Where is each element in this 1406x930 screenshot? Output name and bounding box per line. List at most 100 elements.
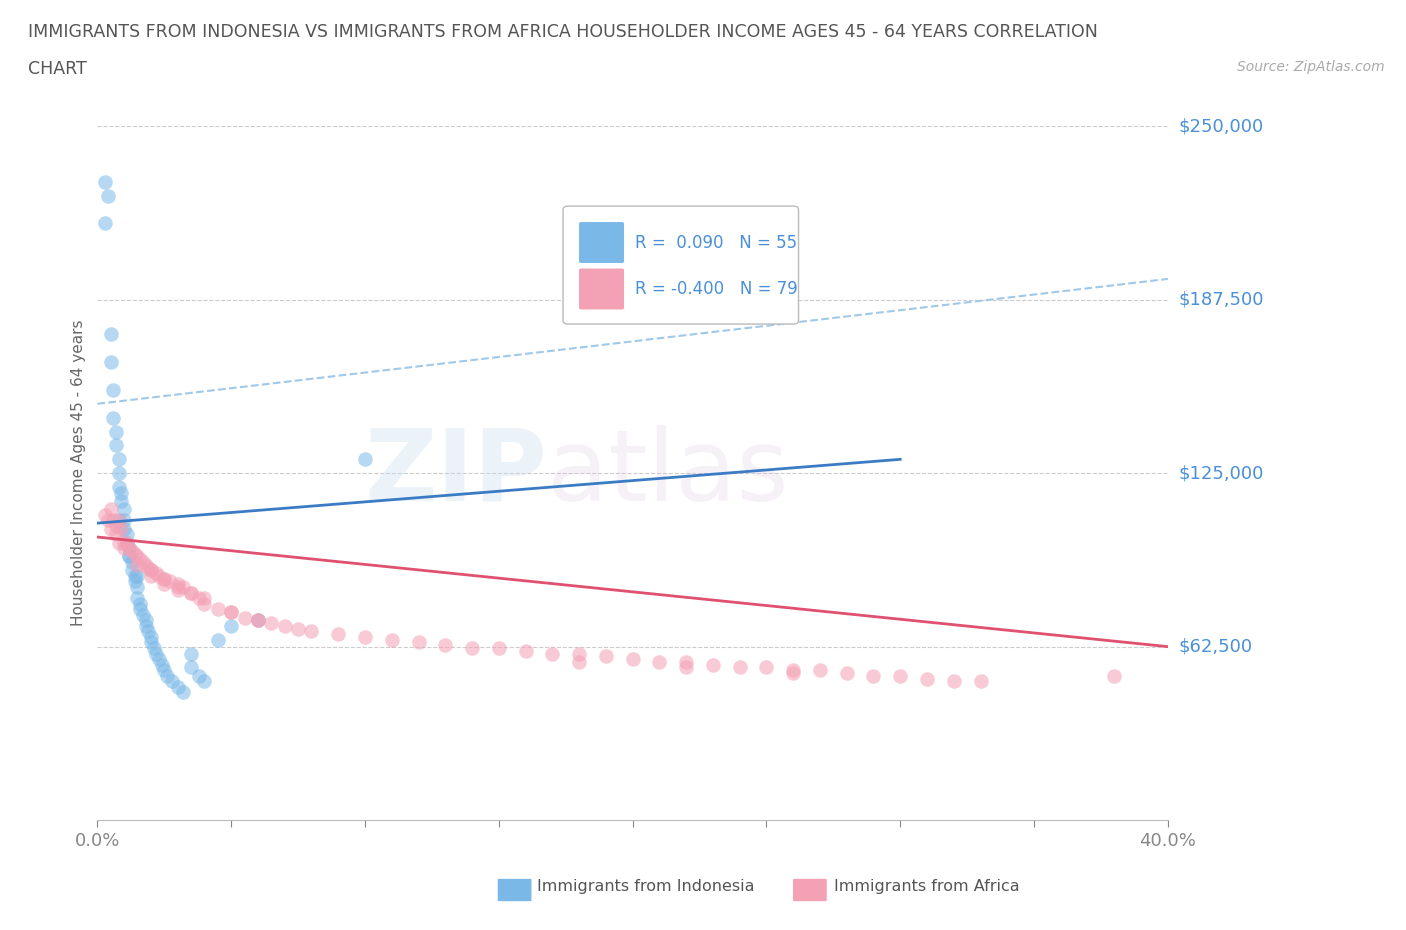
Point <box>969 674 991 689</box>
Point <box>124 546 146 561</box>
Point <box>105 424 128 439</box>
Point <box>110 521 132 536</box>
Point <box>136 624 159 639</box>
Point <box>193 596 215 611</box>
Point <box>129 551 152 566</box>
Point <box>207 632 229 647</box>
Point <box>193 674 215 689</box>
Point <box>621 652 644 667</box>
Point <box>166 680 188 695</box>
Point <box>166 579 188 594</box>
Point <box>488 641 510 656</box>
Point <box>148 568 170 583</box>
Point <box>124 568 146 583</box>
Point <box>166 582 188 597</box>
Point <box>132 554 155 569</box>
Point <box>835 666 858 681</box>
Text: $187,500: $187,500 <box>1180 291 1264 309</box>
Point <box>915 671 938 686</box>
Point <box>135 613 157 628</box>
Point <box>142 641 165 656</box>
Point <box>145 646 167 661</box>
Point <box>354 452 377 467</box>
Point <box>107 513 129 528</box>
Point <box>127 557 149 572</box>
Point <box>246 613 269 628</box>
Text: R =  0.090   N = 55: R = 0.090 N = 55 <box>634 233 797 252</box>
Point <box>94 508 117 523</box>
Point <box>541 646 564 661</box>
Point <box>97 188 120 203</box>
Point <box>153 663 176 678</box>
Point <box>121 554 143 569</box>
Point <box>105 526 128 541</box>
Point <box>139 568 162 583</box>
Point <box>129 602 152 617</box>
Point <box>112 521 135 536</box>
Point <box>219 604 242 619</box>
Point <box>129 596 152 611</box>
Point <box>675 660 697 675</box>
Point <box>118 540 141 555</box>
Point <box>287 621 309 636</box>
Point <box>107 480 129 495</box>
Point <box>153 571 176 586</box>
Point <box>139 635 162 650</box>
Point <box>782 666 804 681</box>
Point <box>127 579 149 594</box>
Point <box>188 591 211 605</box>
Point <box>136 560 159 575</box>
Point <box>568 646 591 661</box>
Point <box>107 535 129 550</box>
Point <box>100 502 122 517</box>
Point <box>755 660 778 675</box>
Point <box>103 513 125 528</box>
Text: Immigrants from Indonesia: Immigrants from Indonesia <box>537 879 755 894</box>
Point <box>103 410 125 425</box>
Point <box>782 663 804 678</box>
Point <box>862 669 884 684</box>
Point <box>162 674 184 689</box>
Text: $62,500: $62,500 <box>1180 638 1253 656</box>
Text: CHART: CHART <box>28 60 87 78</box>
Point <box>145 565 167 580</box>
Text: $250,000: $250,000 <box>1180 117 1264 135</box>
Point <box>568 655 591 670</box>
Point <box>328 627 350 642</box>
Point <box>273 618 295 633</box>
Point <box>107 452 129 467</box>
Text: $125,000: $125,000 <box>1180 464 1264 482</box>
Point <box>180 585 202 600</box>
Point <box>246 613 269 628</box>
Point <box>1104 669 1126 684</box>
Point <box>118 549 141 564</box>
Point <box>112 513 135 528</box>
Point <box>675 655 697 670</box>
Point <box>139 630 162 644</box>
Point <box>889 669 911 684</box>
Point <box>193 591 215 605</box>
Point <box>112 540 135 555</box>
Point <box>127 549 149 564</box>
Point <box>180 660 202 675</box>
Point <box>127 591 149 605</box>
Point <box>166 577 188 591</box>
Point <box>808 663 831 678</box>
Point <box>172 685 194 700</box>
Point <box>94 174 117 189</box>
Point <box>100 521 122 536</box>
Point <box>110 485 132 500</box>
Text: ZIP: ZIP <box>364 425 547 522</box>
Point <box>112 502 135 517</box>
Point <box>153 577 176 591</box>
Text: atlas: atlas <box>547 425 789 522</box>
Point <box>648 655 671 670</box>
Point <box>148 652 170 667</box>
Point <box>434 638 457 653</box>
Point <box>595 649 617 664</box>
Y-axis label: Householder Income Ages 45 - 64 years: Householder Income Ages 45 - 64 years <box>72 320 86 627</box>
Point <box>105 519 128 534</box>
Point <box>207 602 229 617</box>
Point <box>118 540 141 555</box>
Point <box>408 635 430 650</box>
